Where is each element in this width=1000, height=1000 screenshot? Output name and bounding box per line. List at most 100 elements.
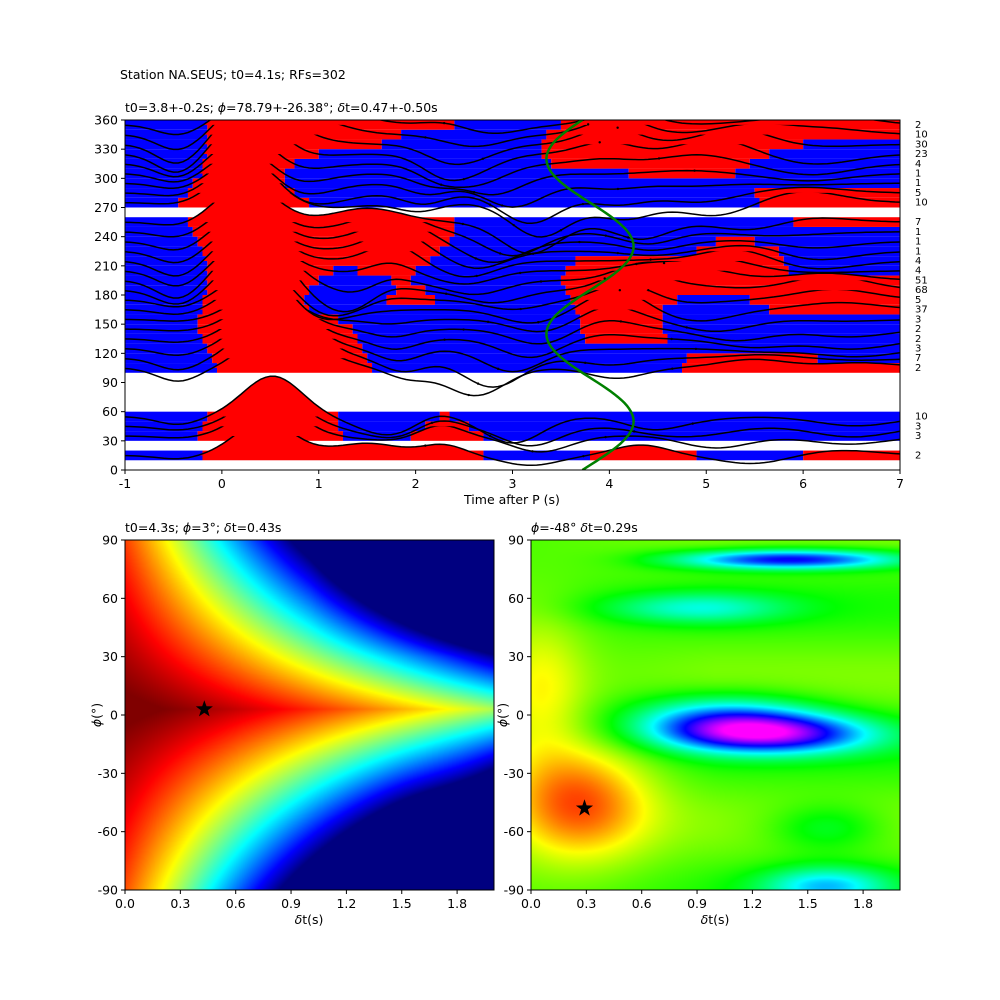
pick-markers bbox=[424, 110, 698, 458]
y-tick-label: -60 bbox=[98, 824, 118, 839]
x-tick-label: 7 bbox=[896, 476, 904, 491]
y-tick-label: 90 bbox=[102, 533, 118, 548]
bin-count-label: 10 bbox=[915, 130, 928, 141]
bin-count-label: 2 bbox=[915, 120, 921, 131]
bin-count-label: 37 bbox=[915, 305, 928, 316]
rf-gather-panel: -1 0 1 2 3 4 5 6 7 03060901201501802102402703003… bbox=[94, 100, 928, 507]
bin-count-label: 10 bbox=[915, 412, 928, 423]
rf-band-segment bbox=[125, 314, 198, 325]
y-tick-label: -90 bbox=[504, 883, 524, 898]
bin-count-label: 3 bbox=[915, 431, 921, 442]
rf-trace-fill bbox=[125, 120, 900, 155]
x-tick-label: 0.6 bbox=[632, 896, 652, 911]
y-tick-label: -60 bbox=[504, 824, 524, 839]
pick-dot bbox=[531, 252, 535, 255]
energy-map-left-panel: 0.0 0.3 0.6 0.9 1.2 1.5 1.8 -90 -60 -30 0 30 60 90 t… bbox=[89, 520, 495, 927]
y-tick-label: 60 bbox=[102, 591, 118, 606]
x-tick-label: 0.3 bbox=[576, 896, 596, 911]
x-tick-label: 0.6 bbox=[226, 896, 246, 911]
pick-dot bbox=[649, 258, 652, 261]
pick-dot bbox=[531, 450, 534, 453]
pick-dot bbox=[486, 320, 490, 324]
bin-count-label: 2 bbox=[915, 363, 921, 374]
right-y-ticks: -90 -60 -30 0 30 60 90 bbox=[504, 533, 531, 898]
x-tick-label: 1.2 bbox=[336, 896, 356, 911]
energy-map-right-image bbox=[531, 540, 900, 890]
x-tick-label: 6 bbox=[799, 476, 807, 491]
bin-count-label: 4 bbox=[915, 266, 921, 277]
rf-band-segment bbox=[769, 149, 900, 159]
rf-band-segment bbox=[125, 236, 198, 247]
x-tick-label: 3 bbox=[509, 476, 517, 491]
pick-dot bbox=[518, 271, 522, 275]
rf-trace-fill bbox=[125, 120, 900, 125]
y-tick-label: 90 bbox=[508, 533, 524, 548]
rf-title: t0=3.8+-0.2s; ϕ=78.79+-26.38°; δt=0.47+-… bbox=[125, 100, 438, 115]
y-tick-label: 0 bbox=[516, 708, 524, 723]
bin-count-label: 3 bbox=[915, 421, 921, 432]
y-tick-label: 0 bbox=[110, 708, 118, 723]
y-tick-label: 300 bbox=[94, 171, 118, 186]
x-tick-label: 5 bbox=[702, 476, 710, 491]
rf-trace-fill bbox=[125, 135, 900, 164]
bin-count-label: 1 bbox=[915, 246, 921, 257]
x-tick-label: 0.3 bbox=[170, 896, 190, 911]
rf-trace-fill bbox=[125, 162, 900, 203]
x-tick-label: 4 bbox=[605, 476, 613, 491]
rf-trace bbox=[125, 120, 900, 182]
bin-count-label: 2 bbox=[915, 334, 921, 345]
bin-count-label: 1 bbox=[915, 227, 921, 238]
rf-trace-fill bbox=[125, 157, 900, 193]
pick-dot bbox=[578, 240, 581, 244]
pick-dot bbox=[657, 157, 661, 160]
y-tick-label: 30 bbox=[102, 649, 118, 664]
right-y-label: ϕ(°) bbox=[495, 703, 510, 727]
x-tick-label: 1.5 bbox=[798, 896, 818, 911]
bin-count-label: 23 bbox=[915, 149, 928, 160]
y-tick-label: -30 bbox=[504, 766, 524, 781]
rf-x-ticks: -1 0 1 2 3 4 5 6 7 bbox=[119, 470, 904, 491]
pick-dot bbox=[539, 280, 543, 283]
pick-dot bbox=[439, 183, 443, 186]
pick-dot bbox=[598, 141, 601, 144]
y-tick-label: 120 bbox=[94, 346, 118, 361]
rf-band-segment bbox=[125, 149, 208, 159]
pick-dot bbox=[461, 222, 465, 226]
y-tick-label: 30 bbox=[508, 649, 524, 664]
pick-dot bbox=[685, 326, 688, 329]
left-x-ticks: 0.0 0.3 0.6 0.9 1.2 1.5 1.8 bbox=[115, 890, 467, 911]
pick-dot bbox=[662, 261, 666, 265]
right-x-label: δt(s) bbox=[701, 912, 730, 927]
pick-dot bbox=[498, 252, 502, 255]
y-tick-label: 30 bbox=[102, 433, 118, 448]
rf-x-label: Time after P (s) bbox=[463, 492, 560, 507]
rf-band-segment bbox=[580, 314, 663, 325]
pick-dot bbox=[442, 121, 446, 125]
bin-count-label: 68 bbox=[915, 285, 928, 296]
left-x-label: δt(s) bbox=[295, 912, 324, 927]
rf-trace bbox=[125, 120, 900, 166]
pick-dot bbox=[691, 422, 694, 425]
pick-dot bbox=[638, 110, 640, 112]
bin-count-label: 5 bbox=[915, 295, 921, 306]
bin-count-label: 4 bbox=[915, 256, 921, 267]
pick-dot bbox=[581, 202, 585, 206]
rf-band-segment bbox=[662, 314, 900, 325]
pick-dot bbox=[462, 328, 465, 331]
bin-count-label: 4 bbox=[915, 159, 921, 170]
bin-count-label: 5 bbox=[915, 188, 921, 199]
pick-dot bbox=[475, 274, 478, 278]
y-tick-label: 240 bbox=[94, 229, 118, 244]
rf-band-segment bbox=[754, 236, 900, 247]
x-tick-label: 1.5 bbox=[392, 896, 412, 911]
pick-dot bbox=[671, 367, 674, 370]
rf-band-segment bbox=[541, 149, 770, 159]
pick-dot bbox=[694, 347, 698, 351]
left-y-label: ϕ(°) bbox=[89, 703, 104, 727]
pick-dot bbox=[584, 361, 587, 365]
pick-dot bbox=[489, 434, 492, 438]
pick-dot bbox=[462, 177, 465, 181]
x-tick-label: 0.0 bbox=[115, 896, 135, 911]
pick-dot bbox=[586, 123, 590, 126]
